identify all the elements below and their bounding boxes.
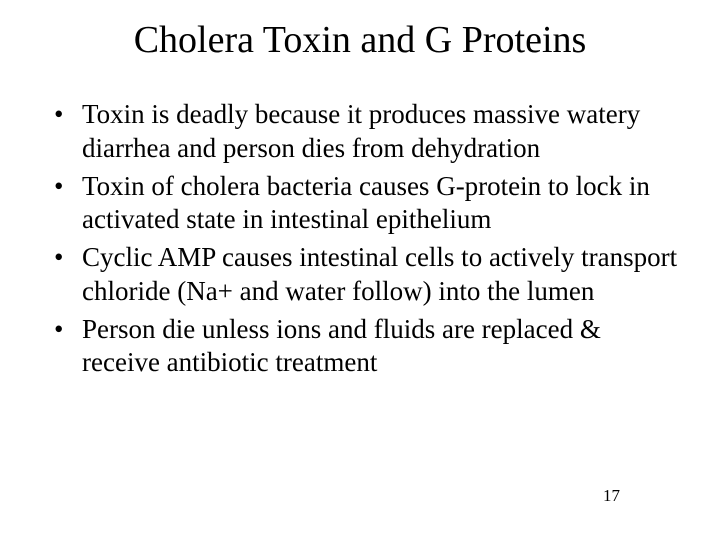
- bullet-item: Toxin is deadly because it produces mass…: [50, 98, 680, 166]
- slide-title: Cholera Toxin and G Proteins: [40, 18, 680, 62]
- bullet-item: Cyclic AMP causes intestinal cells to ac…: [50, 241, 680, 309]
- bullet-item: Person die unless ions and fluids are re…: [50, 313, 680, 381]
- page-number: 17: [603, 486, 620, 506]
- bullet-item: Toxin of cholera bacteria causes G-prote…: [50, 170, 680, 238]
- bullet-list: Toxin is deadly because it produces mass…: [40, 98, 680, 380]
